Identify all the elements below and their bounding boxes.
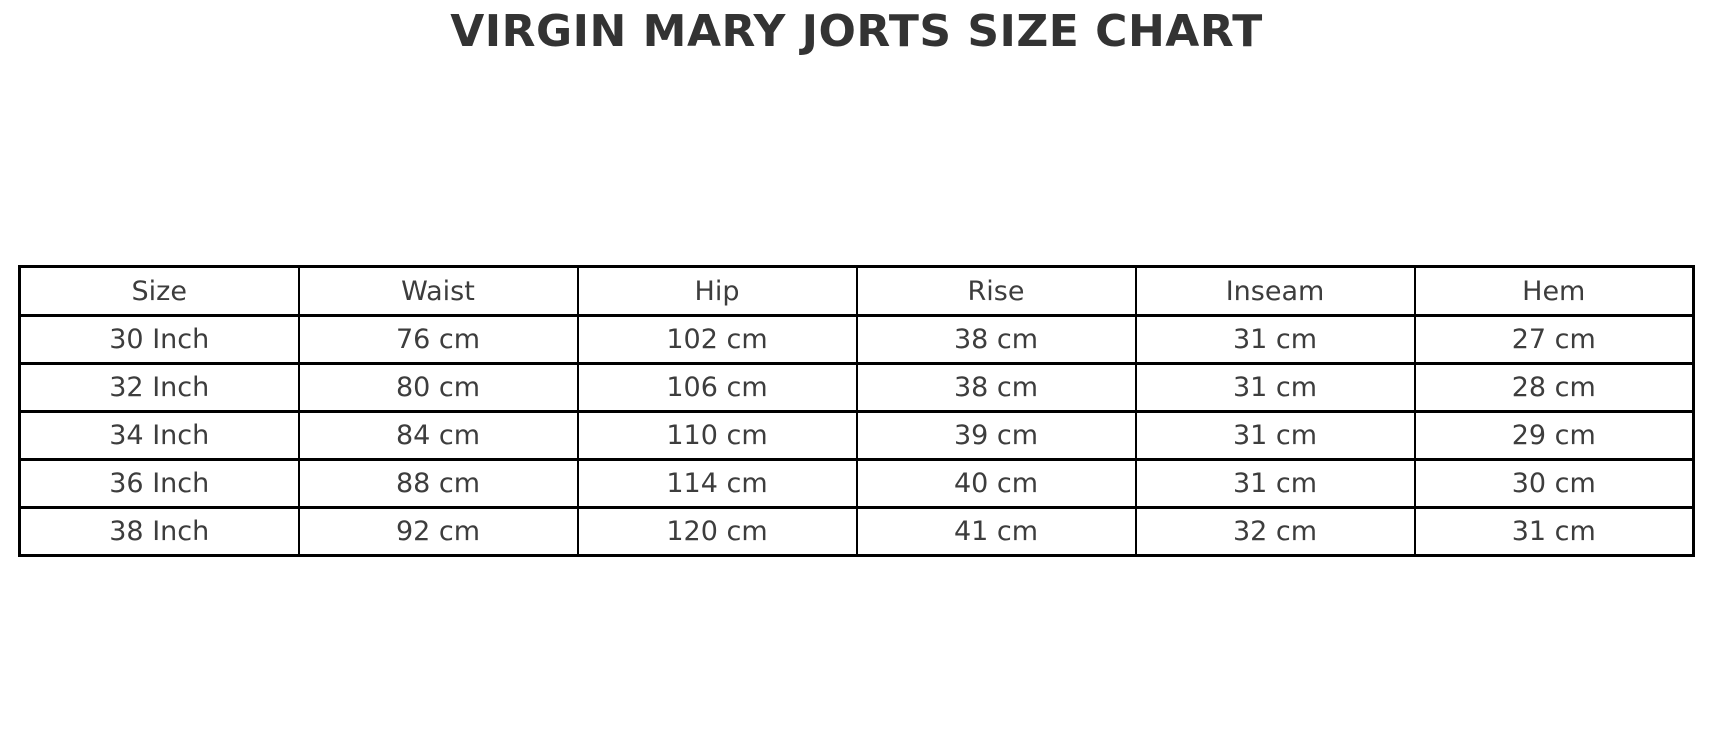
table-cell: 31 cm (1134, 362, 1416, 413)
table-row: 36 Inch 88 cm 114 cm 40 cm 31 cm 30 cm (18, 458, 1695, 509)
table-cell: 114 cm (576, 458, 858, 509)
header-row: Size Waist Hip Rise Inseam Hem (18, 265, 1695, 317)
table-cell: 39 cm (855, 410, 1137, 461)
table-cell: 30 Inch (18, 314, 300, 365)
column-header-rise: Rise (855, 265, 1137, 317)
table-cell: 120 cm (576, 506, 858, 557)
size-chart-table: Size Waist Hip Rise Inseam Hem 30 Inch 76 cm 10… (18, 265, 1695, 557)
table-cell: 31 cm (1413, 506, 1695, 557)
table-cell: 41 cm (855, 506, 1137, 557)
table-cell: 110 cm (576, 410, 858, 461)
table-cell: 76 cm (297, 314, 579, 365)
table-row: 32 Inch 80 cm 106 cm 38 cm 31 cm 28 cm (18, 362, 1695, 413)
table-row: 30 Inch 76 cm 102 cm 38 cm 31 cm 27 cm (18, 314, 1695, 365)
table-header: Size Waist Hip Rise Inseam Hem (18, 265, 1695, 317)
column-header-hip: Hip (576, 265, 858, 317)
table-cell: 36 Inch (18, 458, 300, 509)
table-cell: 38 cm (855, 362, 1137, 413)
table-row: 34 Inch 84 cm 110 cm 39 cm 31 cm 29 cm (18, 410, 1695, 461)
table-cell: 27 cm (1413, 314, 1695, 365)
table-cell: 84 cm (297, 410, 579, 461)
table-cell: 80 cm (297, 362, 579, 413)
table-cell: 32 Inch (18, 362, 300, 413)
column-header-inseam: Inseam (1134, 265, 1416, 317)
table-cell: 31 cm (1134, 314, 1416, 365)
table-cell: 32 cm (1134, 506, 1416, 557)
table-cell: 30 cm (1413, 458, 1695, 509)
table-cell: 29 cm (1413, 410, 1695, 461)
table-cell: 28 cm (1413, 362, 1695, 413)
table-cell: 34 Inch (18, 410, 300, 461)
table-cell: 40 cm (855, 458, 1137, 509)
column-header-size: Size (18, 265, 300, 317)
table-cell: 102 cm (576, 314, 858, 365)
table-cell: 88 cm (297, 458, 579, 509)
column-header-hem: Hem (1413, 265, 1695, 317)
table-cell: 31 cm (1134, 410, 1416, 461)
table-cell: 106 cm (576, 362, 858, 413)
column-header-waist: Waist (297, 265, 579, 317)
table-row: 38 Inch 92 cm 120 cm 41 cm 32 cm 31 cm (18, 506, 1695, 557)
page-title: VIRGIN MARY JORTS SIZE CHART (450, 6, 1263, 57)
table-cell: 38 cm (855, 314, 1137, 365)
table-body: 30 Inch 76 cm 102 cm 38 cm 31 cm 27 cm 32 Inch… (18, 314, 1695, 557)
table-cell: 31 cm (1134, 458, 1416, 509)
table-cell: 92 cm (297, 506, 579, 557)
table-cell: 38 Inch (18, 506, 300, 557)
